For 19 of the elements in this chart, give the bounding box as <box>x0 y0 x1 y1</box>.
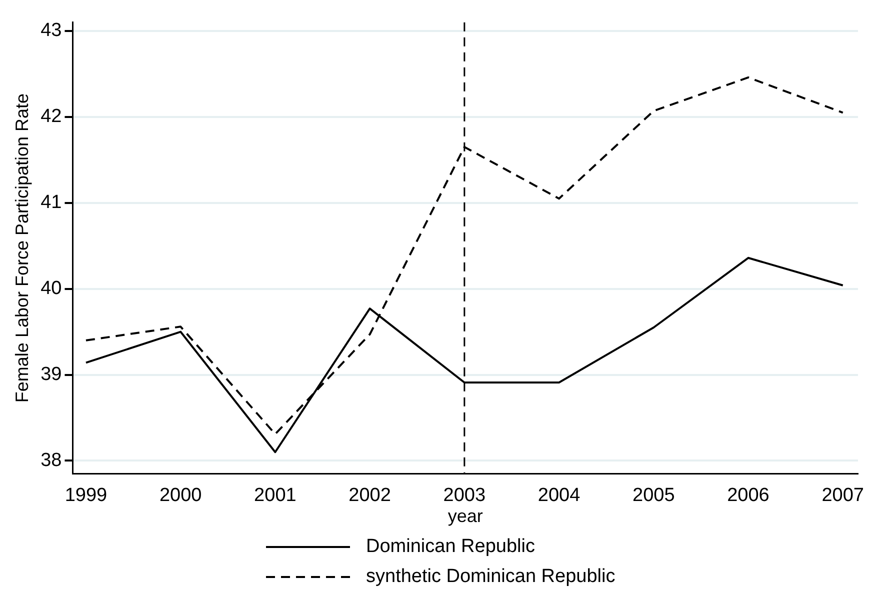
x-tick-label: 2007 <box>822 485 864 506</box>
y-tick-label: 39 <box>40 364 62 385</box>
x-tick-label: 2000 <box>159 485 202 506</box>
y-tick-label: 42 <box>40 106 62 128</box>
y-tick-label: 43 <box>40 20 62 42</box>
y-tick-label: 41 <box>40 192 62 214</box>
x-tick-label: 2006 <box>727 485 770 506</box>
x-tick-label: 2001 <box>254 485 296 506</box>
x-tick-label: 2004 <box>538 485 581 506</box>
legend-label: Dominican Republic <box>366 535 535 559</box>
x-axis-title: year <box>448 506 483 526</box>
y-tick-label: 40 <box>40 278 62 300</box>
y-axis-title: Female Labor Force Participation Rate <box>12 93 32 403</box>
x-tick-label: 2002 <box>348 485 391 506</box>
x-tick-label: 1999 <box>64 485 108 506</box>
x-tick-label: 2003 <box>443 485 486 506</box>
legend-label: synthetic Dominican Republic <box>366 565 616 589</box>
y-tick-label: 38 <box>40 450 62 471</box>
x-tick-label: 2005 <box>632 485 675 506</box>
